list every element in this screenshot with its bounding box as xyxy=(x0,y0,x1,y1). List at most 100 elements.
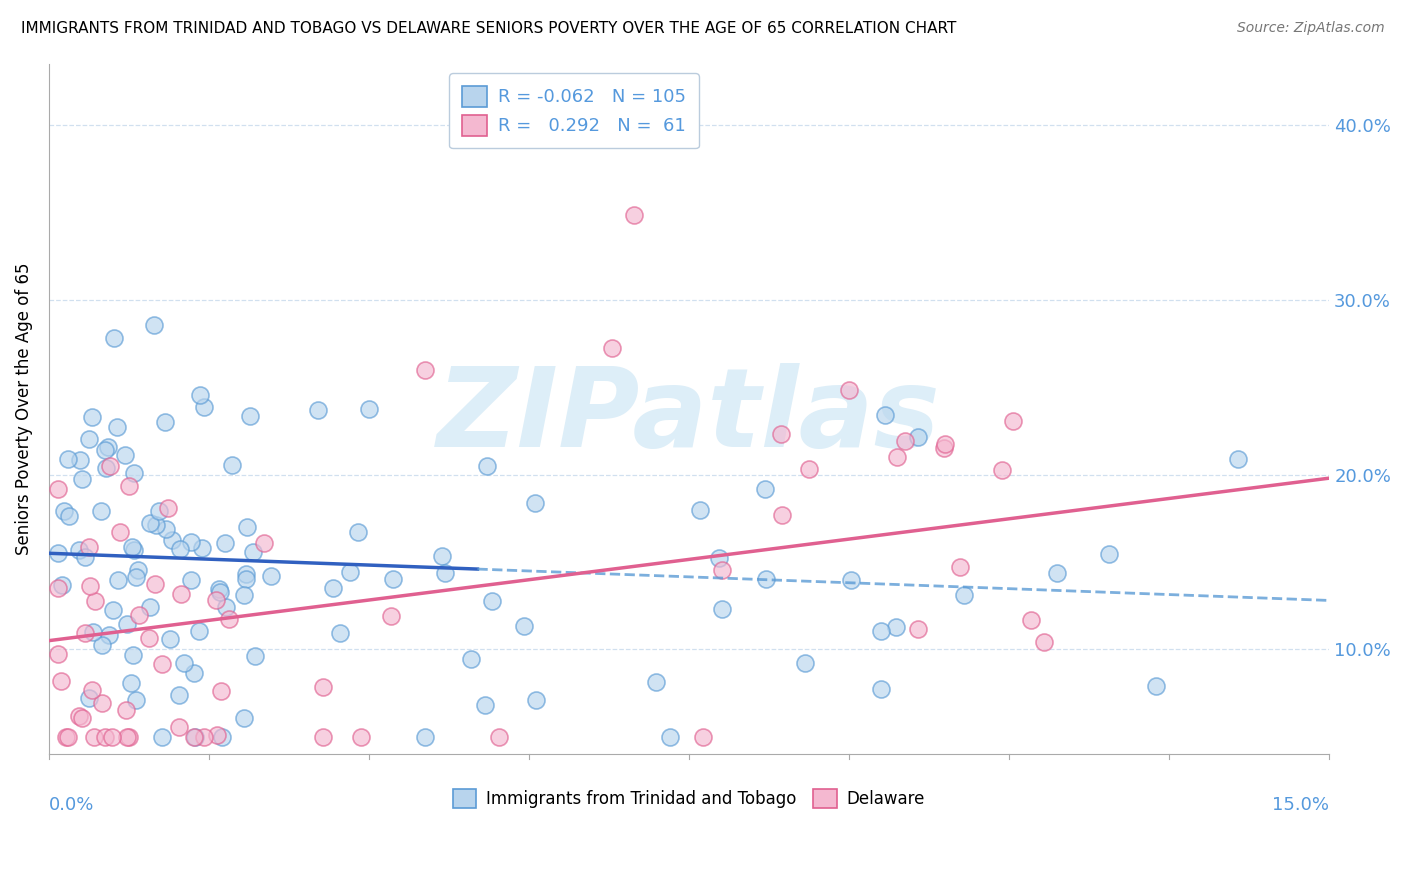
Point xyxy=(115,730,138,744)
Point xyxy=(118,478,141,492)
Point xyxy=(312,680,335,694)
Point xyxy=(755,572,778,586)
Point xyxy=(46,483,69,497)
Point xyxy=(953,588,976,602)
Point xyxy=(488,730,510,744)
Point xyxy=(148,504,170,518)
Text: ZIPatlas: ZIPatlas xyxy=(437,362,941,469)
Text: 0.0%: 0.0% xyxy=(49,796,94,814)
Point xyxy=(770,508,793,522)
Legend: Immigrants from Trinidad and Tobago, Delaware: Immigrants from Trinidad and Tobago, Del… xyxy=(447,782,932,815)
Point xyxy=(67,709,90,723)
Point xyxy=(91,696,114,710)
Point xyxy=(991,463,1014,477)
Point xyxy=(122,466,145,480)
Point xyxy=(949,560,972,574)
Point xyxy=(754,483,776,497)
Point xyxy=(214,536,236,550)
Point xyxy=(793,657,815,671)
Point xyxy=(907,622,929,636)
Point xyxy=(110,525,132,540)
Point xyxy=(49,674,72,689)
Point xyxy=(84,594,107,608)
Point xyxy=(143,577,166,591)
Point xyxy=(243,649,266,664)
Point xyxy=(46,647,69,661)
Point xyxy=(107,573,129,587)
Point xyxy=(357,401,380,416)
Point xyxy=(69,453,91,467)
Point xyxy=(93,442,115,457)
Point xyxy=(692,730,714,744)
Point xyxy=(886,450,908,465)
Point xyxy=(205,593,228,607)
Point xyxy=(115,616,138,631)
Point xyxy=(180,535,202,549)
Point xyxy=(72,710,94,724)
Point xyxy=(1046,566,1069,581)
Point xyxy=(101,730,124,744)
Point xyxy=(83,730,105,744)
Point xyxy=(79,578,101,592)
Point xyxy=(90,504,112,518)
Point xyxy=(235,567,257,582)
Point xyxy=(52,504,75,518)
Point xyxy=(710,602,733,616)
Point xyxy=(235,572,257,586)
Point xyxy=(127,563,149,577)
Point xyxy=(77,541,100,555)
Point xyxy=(797,462,820,476)
Point xyxy=(124,543,146,558)
Point xyxy=(160,533,183,548)
Point xyxy=(645,675,668,690)
Point xyxy=(524,693,547,707)
Point xyxy=(475,458,498,473)
Point xyxy=(169,542,191,557)
Point xyxy=(460,651,482,665)
Point xyxy=(155,415,177,429)
Point xyxy=(105,420,128,434)
Point xyxy=(259,568,281,582)
Point xyxy=(150,657,173,672)
Point xyxy=(55,730,77,744)
Point xyxy=(474,698,496,712)
Point xyxy=(103,331,125,345)
Point xyxy=(322,581,344,595)
Point xyxy=(183,730,205,744)
Point xyxy=(48,546,70,560)
Point xyxy=(839,574,862,588)
Point xyxy=(103,603,125,617)
Point xyxy=(1227,452,1250,467)
Point xyxy=(191,541,214,556)
Point xyxy=(91,638,114,652)
Text: Source: ZipAtlas.com: Source: ZipAtlas.com xyxy=(1237,21,1385,36)
Point xyxy=(167,688,190,702)
Point xyxy=(339,566,361,580)
Point xyxy=(94,730,117,744)
Point xyxy=(209,684,232,698)
Point xyxy=(886,620,908,634)
Point xyxy=(1021,613,1043,627)
Point xyxy=(58,509,80,524)
Point xyxy=(209,585,232,599)
Y-axis label: Seniors Poverty Over the Age of 65: Seniors Poverty Over the Age of 65 xyxy=(15,263,32,556)
Point xyxy=(145,518,167,533)
Point xyxy=(350,730,373,744)
Point xyxy=(77,432,100,446)
Point xyxy=(97,440,120,454)
Point xyxy=(218,611,240,625)
Point xyxy=(150,730,173,744)
Point xyxy=(98,458,121,473)
Point xyxy=(221,458,243,472)
Point xyxy=(139,516,162,530)
Point xyxy=(430,549,453,563)
Point xyxy=(707,551,730,566)
Point xyxy=(233,710,256,724)
Point xyxy=(381,573,404,587)
Point xyxy=(215,599,238,614)
Point xyxy=(170,587,193,601)
Point xyxy=(188,624,211,639)
Point xyxy=(307,403,329,417)
Point xyxy=(623,208,645,222)
Text: IMMIGRANTS FROM TRINIDAD AND TOBAGO VS DELAWARE SENIORS POVERTY OVER THE AGE OF : IMMIGRANTS FROM TRINIDAD AND TOBAGO VS D… xyxy=(21,21,956,37)
